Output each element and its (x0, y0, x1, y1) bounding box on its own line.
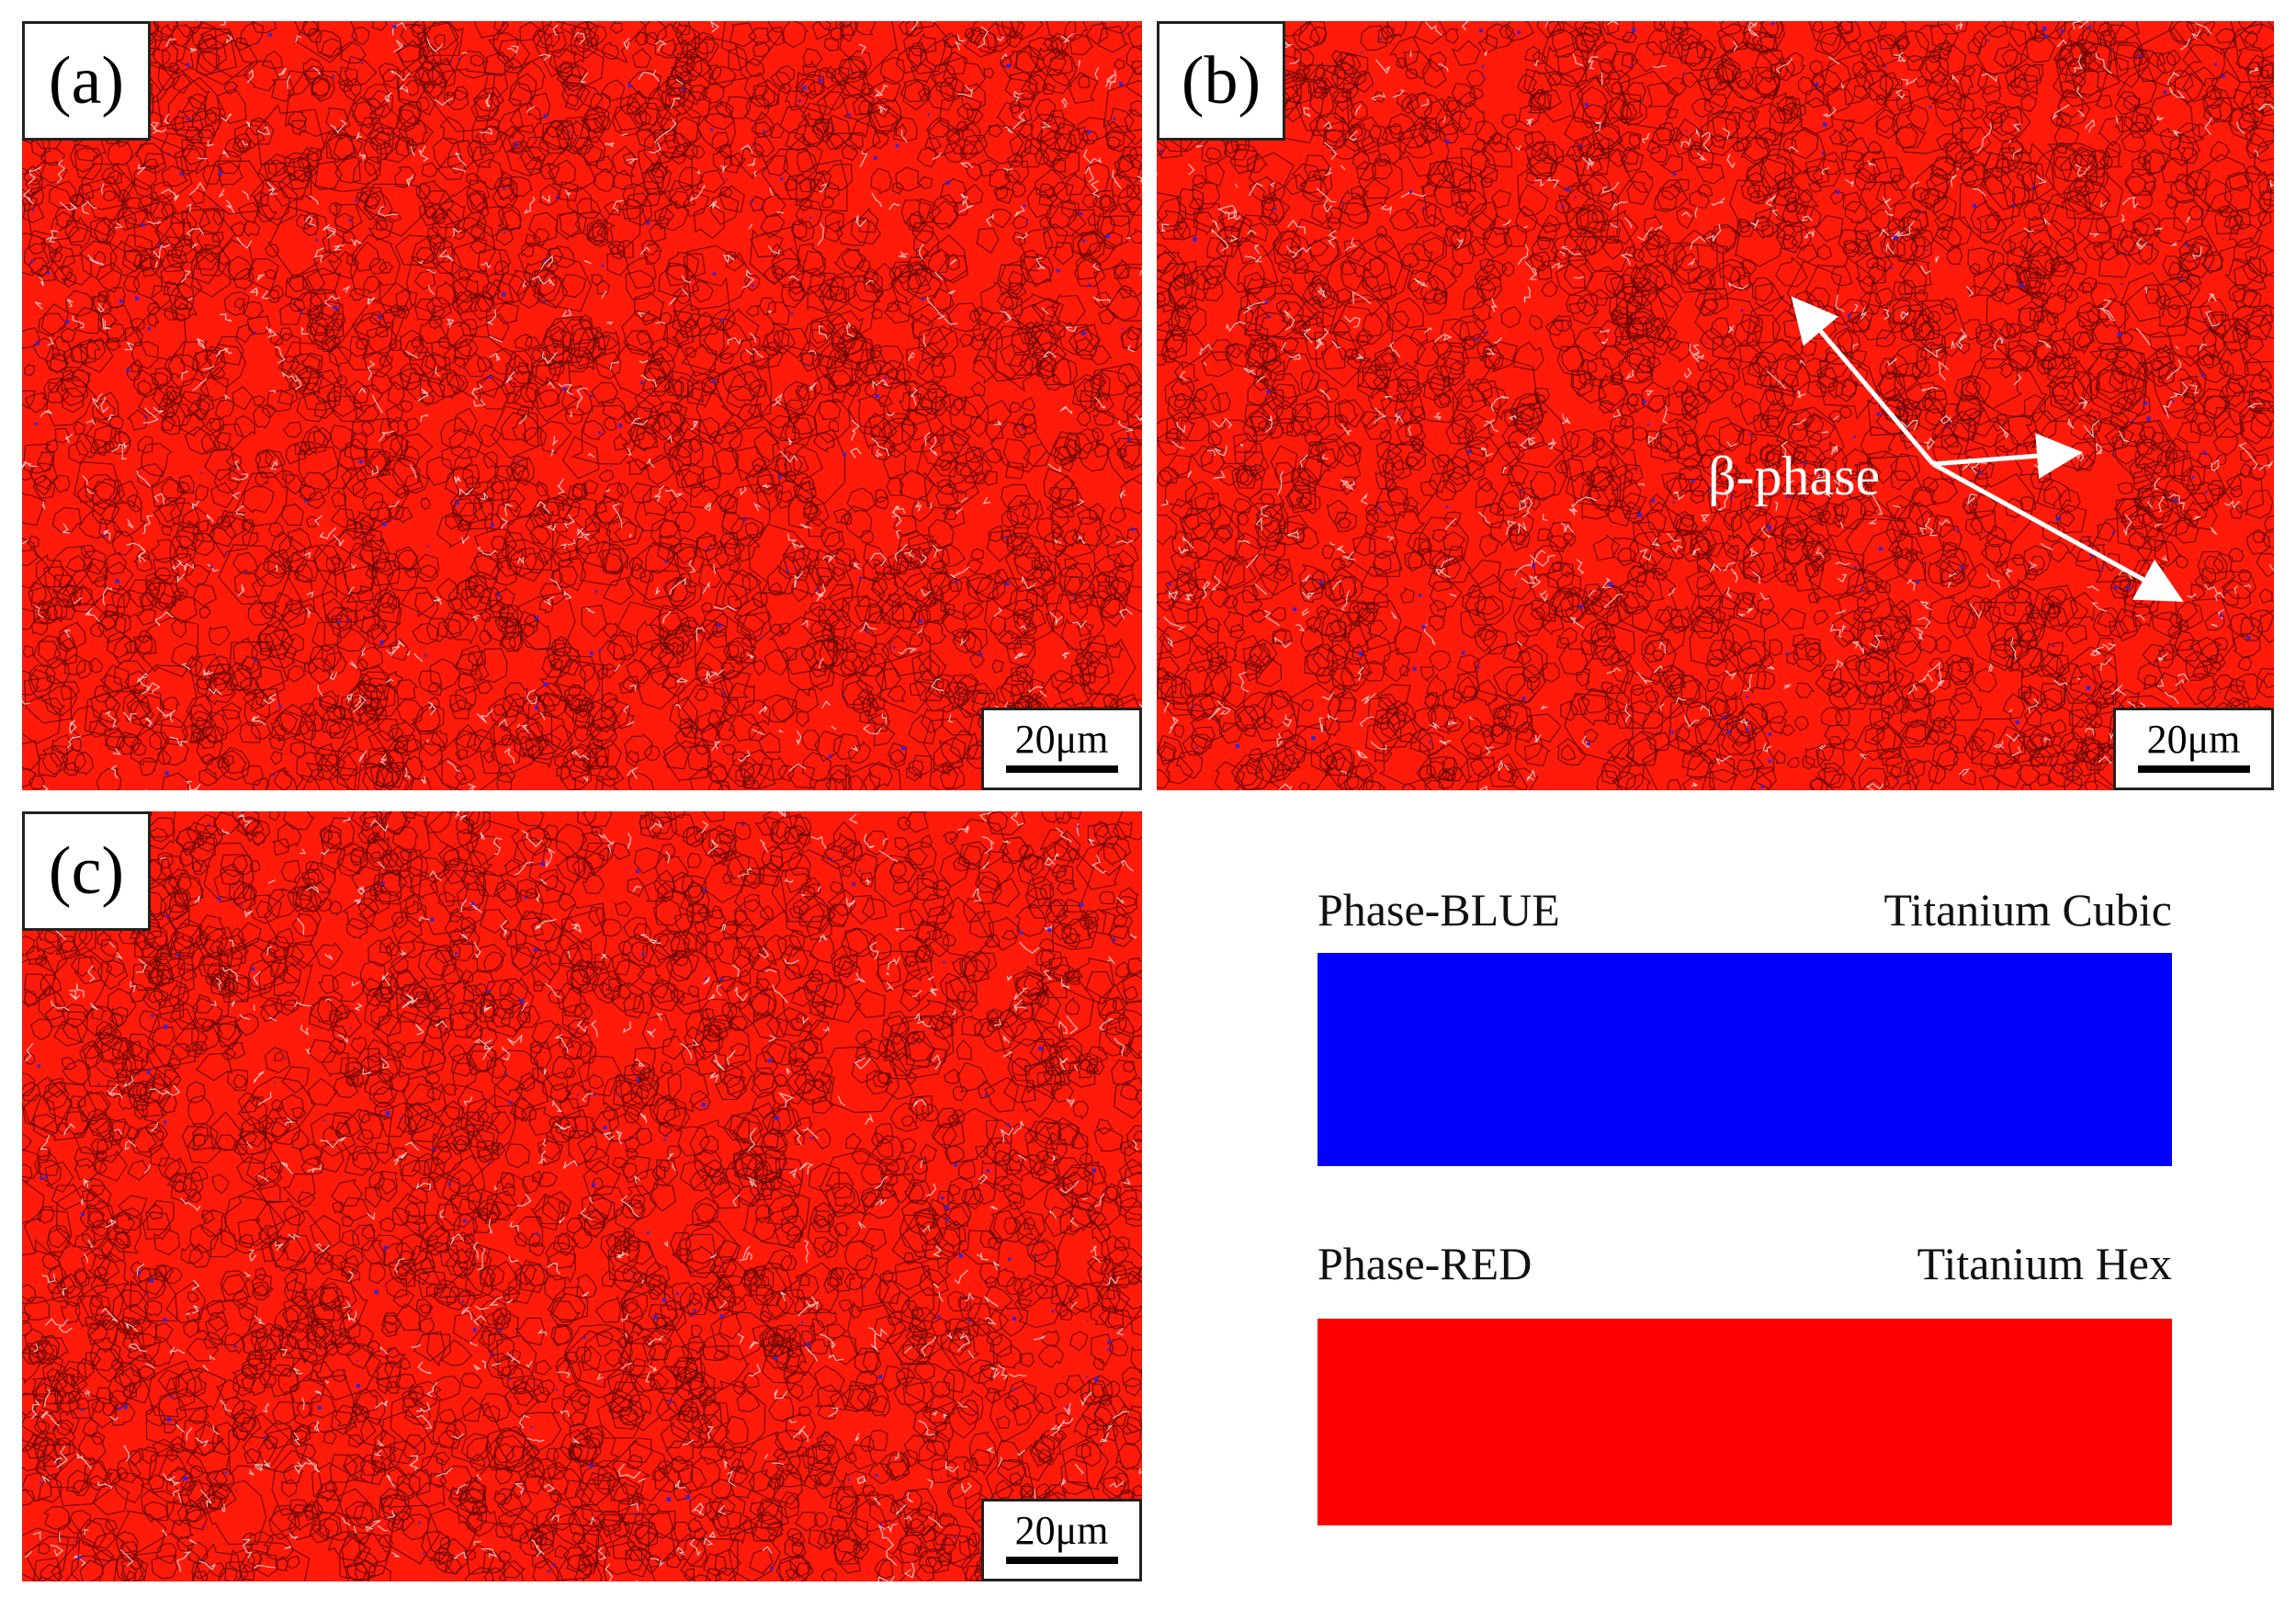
grain-map-a (22, 21, 1142, 790)
legend-blue-phase: Phase-BLUE (1318, 884, 1560, 935)
arrow-right (1932, 433, 2083, 480)
scale-bar-line-a (1005, 765, 1118, 773)
scale-bar-a: 20μm (981, 708, 1142, 790)
scale-bar-b: 20μm (2113, 708, 2274, 790)
scale-bar-line-c (1005, 1557, 1118, 1564)
legend-blue-name: Titanium Cubic (1883, 884, 2172, 935)
ebsd-map-panel-c: (c) 20μm (22, 811, 1142, 1581)
phase-legend: Phase-BLUE Titanium Cubic Phase-RED Tita… (1318, 882, 2172, 1525)
scale-bar-line-b (2137, 765, 2250, 773)
grain-map-b (1157, 21, 2274, 790)
beta-phase-label: β-phase (1708, 446, 1881, 506)
beta-phase-arrows (1791, 296, 2184, 602)
legend-blue-swatch (1318, 953, 2172, 1166)
panel-label-b: (b) (1157, 21, 1285, 141)
panel-label-c: (c) (22, 811, 151, 931)
legend-red-phase: Phase-RED (1318, 1238, 1533, 1289)
grain-map-c (22, 811, 1142, 1581)
arrow-up-left (1791, 296, 1935, 466)
scale-bar-text-a: 20μm (1014, 717, 1109, 762)
panel-label-a: (a) (22, 21, 151, 141)
scale-bar-c: 20μm (981, 1499, 1142, 1581)
legend-red-swatch (1318, 1319, 2172, 1525)
ebsd-map-panel-a: (a) 20μm (22, 21, 1142, 790)
arrow-down-right (1931, 461, 2184, 602)
ebsd-map-panel-b: β-phase (b) 20μm (1157, 21, 2274, 790)
scale-bar-text-c: 20μm (1014, 1508, 1109, 1553)
arrow-group (1791, 296, 2184, 602)
scale-bar-text-b: 20μm (2146, 717, 2241, 762)
legend-red-name: Titanium Hex (1917, 1238, 2172, 1289)
